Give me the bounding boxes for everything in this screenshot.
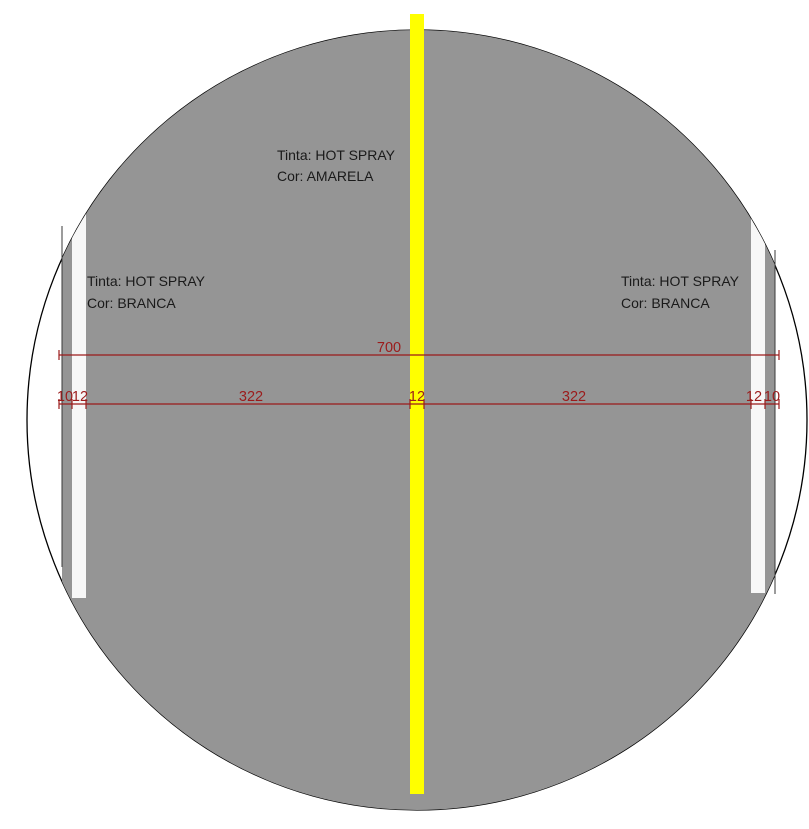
center-color-label: Cor: AMARELA	[277, 168, 374, 184]
segment-right-stripe-width: 12	[746, 389, 762, 405]
segment-center-stripe-width: 12	[409, 389, 425, 405]
segment-right-lane-width: 322	[562, 389, 586, 405]
segment-left-stripe-width: 12	[72, 389, 88, 405]
segment-right-edge-width: 10	[764, 389, 780, 405]
center-paint-label: Tinta: HOT SPRAY	[277, 147, 396, 163]
segment-left-edge-width: 10	[57, 389, 73, 405]
segment-ticks	[58, 399, 780, 409]
right-color-label: Cor: BRANCA	[621, 295, 710, 311]
left-paint-label: Tinta: HOT SPRAY	[87, 273, 206, 289]
segment-left-lane-width: 322	[239, 389, 263, 405]
right-paint-label: Tinta: HOT SPRAY	[621, 273, 740, 289]
total-dimension-value: 700	[377, 340, 401, 356]
left-color-label: Cor: BRANCA	[87, 295, 176, 311]
